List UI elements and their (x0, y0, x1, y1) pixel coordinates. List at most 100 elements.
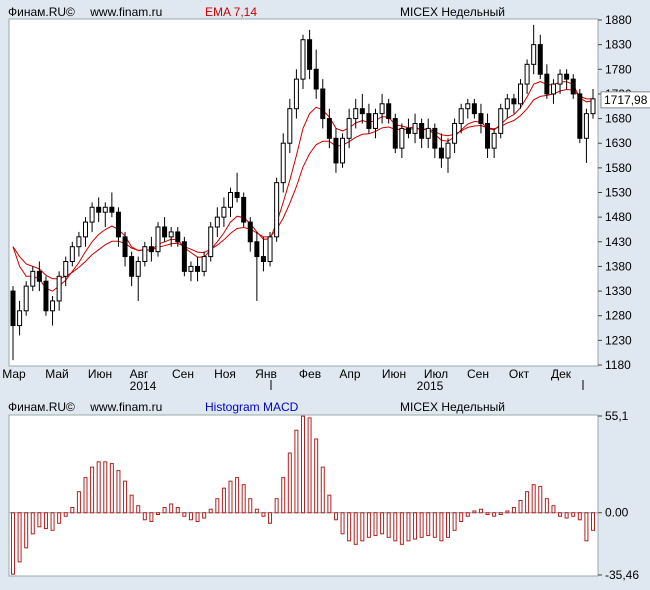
macd-bar (195, 512, 200, 523)
candle (425, 118, 431, 149)
macd-bar (96, 461, 101, 514)
macd-bar (50, 512, 55, 531)
candle-body (129, 256, 135, 277)
candle (366, 103, 372, 134)
candle-body (590, 98, 596, 115)
candle (531, 24, 537, 75)
candle (392, 113, 398, 154)
candle-body (142, 246, 148, 262)
candle (583, 108, 589, 163)
candle-body (392, 118, 398, 149)
macd-bar (544, 498, 549, 514)
candle (201, 251, 207, 277)
candle-body (115, 211, 121, 238)
candle (577, 89, 583, 144)
month-label: Июл (424, 367, 448, 381)
macd-bar (235, 477, 240, 514)
candle (115, 207, 121, 247)
candle-body (570, 78, 576, 95)
candle-body (438, 147, 444, 159)
macd-bar (274, 498, 279, 514)
macd-bar (254, 508, 259, 514)
candle (320, 79, 326, 129)
candle-body (109, 206, 115, 213)
price-tick-label: 1480 (605, 210, 632, 224)
candle-body (69, 246, 75, 262)
macd-bar (380, 512, 385, 535)
macd-bar (591, 512, 595, 531)
candle (359, 93, 365, 124)
candle-body (386, 103, 392, 120)
candle (10, 286, 16, 361)
macd-bar (518, 499, 523, 514)
candle-body (307, 39, 313, 70)
macd-bar (478, 508, 483, 514)
candle (340, 133, 346, 168)
candle (109, 192, 115, 218)
macd-bar (399, 512, 404, 545)
candle (478, 103, 484, 134)
candle (524, 59, 530, 94)
candle (452, 118, 458, 154)
macd-bar (129, 494, 134, 514)
candle-body (458, 108, 464, 125)
candle-body (326, 118, 332, 139)
candle (438, 133, 444, 168)
macd-bar (373, 512, 378, 537)
price-tick-label: 1780 (605, 62, 632, 76)
macd-bar (208, 508, 213, 514)
candle (458, 103, 464, 134)
candle-body (320, 88, 326, 120)
macd-bar (136, 505, 141, 514)
candle (333, 128, 339, 173)
candle (287, 98, 293, 154)
candle-body (471, 103, 477, 115)
candle (280, 133, 286, 193)
macd-bar (360, 512, 365, 542)
ema7-line (12, 81, 594, 292)
candle (300, 34, 306, 89)
candle (175, 227, 181, 247)
candle (36, 261, 42, 292)
candle-body (102, 206, 108, 213)
candle-body (162, 226, 168, 238)
price-tick-label: 1880 (605, 13, 632, 27)
macd-bar (248, 498, 253, 514)
macd-bar (268, 512, 273, 524)
macd-bar (492, 512, 497, 517)
macd-source-label: Финам.RU© (8, 400, 75, 414)
candle-body (280, 142, 286, 184)
price-tick-label: 1180 (605, 358, 631, 372)
candle (419, 118, 425, 149)
candle (564, 69, 570, 89)
candle (208, 222, 214, 262)
candle (241, 192, 247, 227)
price-tick-label: 1280 (605, 309, 632, 323)
candle-body (340, 137, 346, 164)
candle (89, 202, 95, 232)
macd-bar (432, 512, 437, 538)
candle (17, 300, 23, 336)
candle-body (300, 39, 306, 80)
macd-bar (221, 487, 226, 514)
candle-body (373, 113, 378, 129)
macd-bar (142, 512, 147, 521)
month-label: Июн (88, 367, 112, 381)
price-tick-label: 1830 (605, 38, 632, 52)
macd-bar (169, 503, 174, 514)
candle (550, 79, 556, 104)
candle (195, 256, 201, 282)
candle-body (478, 113, 484, 125)
candle (405, 118, 411, 139)
candle (221, 197, 227, 227)
macd-bar (90, 466, 95, 514)
macd-bar (175, 506, 180, 514)
candle-body (17, 310, 23, 327)
macd-bar (571, 512, 576, 517)
macd-bar (531, 484, 536, 514)
candle-body (518, 83, 523, 105)
candle (307, 29, 313, 80)
macd-bar (472, 510, 477, 514)
ema7-path (12, 81, 594, 292)
macd-bar (347, 512, 352, 542)
